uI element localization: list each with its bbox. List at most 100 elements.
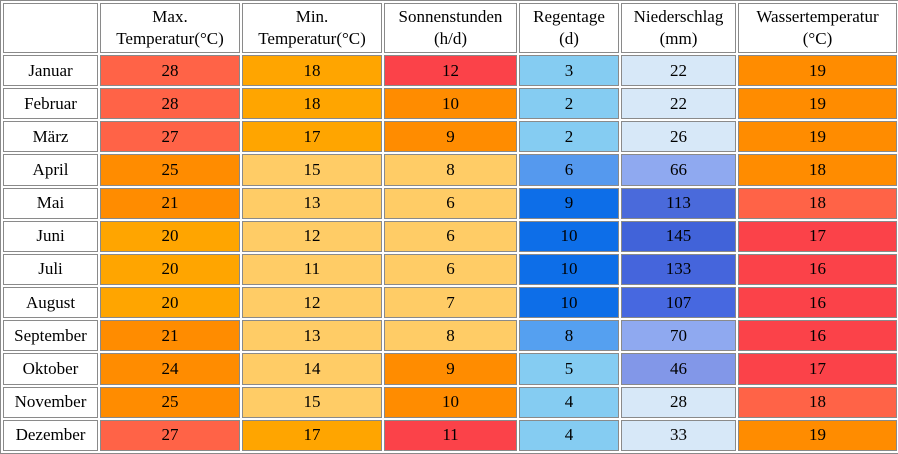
max-temp-cell: 21 [100,187,240,219]
water-temp-cell: 19 [738,88,897,120]
max-temp-cell: 21 [100,320,240,352]
table-row: Januar 28 18 12 3 22 19 [3,55,897,87]
month-cell: Oktober [3,353,98,385]
water-temp-cell: 18 [738,154,897,186]
month-cell: August [3,287,98,319]
precipitation-cell: 46 [621,353,736,385]
water-temp-cell: 17 [738,353,897,385]
min-temp-cell: 15 [242,154,382,186]
table-row: Mai 21 13 6 9 113 18 [3,187,897,219]
min-temp-cell: 13 [242,187,382,219]
column-header: Niederschlag (mm) [621,3,736,53]
column-header: Wassertemperatur (°C) [738,3,897,53]
month-cell: September [3,320,98,352]
column-header-line1: Max. [152,6,188,26]
precipitation-cell: 22 [621,55,736,87]
min-temp-cell: 13 [242,320,382,352]
max-temp-cell: 25 [100,154,240,186]
rain-days-cell: 10 [519,253,619,286]
month-cell: April [3,154,98,186]
column-header-line2: (°C) [802,29,833,48]
column-header-line2: (h/d) [433,29,468,48]
month-cell: März [3,121,98,153]
table-row: Oktober 24 14 9 5 46 17 [3,353,897,385]
water-temp-cell: 19 [738,121,897,153]
water-temp-cell: 19 [738,55,897,87]
min-temp-cell: 17 [242,419,382,451]
column-header-line2: Temperatur(°C) [258,29,366,48]
table-row: Juni 20 12 6 10 145 17 [3,220,897,252]
rain-days-cell: 6 [519,154,619,186]
water-temp-cell: 18 [738,386,897,418]
table-row: September 21 13 8 8 70 16 [3,320,897,352]
sun-hours-cell: 12 [384,55,517,87]
rain-days-cell: 2 [519,88,619,120]
rain-days-cell: 10 [519,220,619,252]
month-cell: Dezember [3,419,98,451]
max-temp-cell: 20 [100,220,240,252]
min-temp-cell: 18 [242,55,382,87]
column-header: Sonnenstunden (h/d) [384,3,517,53]
min-temp-cell: 14 [242,353,382,385]
table-row: März 27 17 9 2 26 19 [3,121,897,153]
sun-hours-cell: 8 [384,320,517,352]
max-temp-cell: 24 [100,353,240,385]
rain-days-cell: 5 [519,353,619,385]
min-temp-cell: 17 [242,121,382,153]
month-cell: Juli [3,253,98,286]
column-header-line2: (mm) [659,29,698,48]
max-temp-cell: 27 [100,419,240,451]
sun-hours-cell: 10 [384,88,517,120]
table-row: August 20 12 7 10 107 16 [3,287,897,319]
max-temp-cell: 25 [100,386,240,418]
water-temp-cell: 16 [738,253,897,286]
sun-hours-cell: 10 [384,386,517,418]
sun-hours-cell: 8 [384,154,517,186]
rain-days-cell: 9 [519,187,619,219]
max-temp-cell: 20 [100,253,240,286]
column-header-line1: Wassertemperatur [756,6,879,26]
rain-days-cell: 10 [519,287,619,319]
precipitation-cell: 133 [621,253,736,286]
rain-days-cell: 2 [519,121,619,153]
sun-hours-cell: 9 [384,121,517,153]
water-temp-cell: 16 [738,287,897,319]
sun-hours-cell: 7 [384,287,517,319]
sun-hours-cell: 9 [384,353,517,385]
precipitation-cell: 26 [621,121,736,153]
min-temp-cell: 11 [242,253,382,286]
max-temp-cell: 28 [100,88,240,120]
column-header-line1: Regentage [533,6,605,26]
month-cell: Februar [3,88,98,120]
precipitation-cell: 113 [621,187,736,219]
table-row: Juli 20 11 6 10 133 16 [3,253,897,286]
water-temp-cell: 16 [738,320,897,352]
column-header: Min. Temperatur(°C) [242,3,382,53]
precipitation-cell: 22 [621,88,736,120]
month-cell: Mai [3,187,98,219]
table-row: November 25 15 10 4 28 18 [3,386,897,418]
sun-hours-cell: 6 [384,253,517,286]
precipitation-cell: 28 [621,386,736,418]
min-temp-cell: 15 [242,386,382,418]
sun-hours-cell: 11 [384,419,517,451]
table-row: Dezember 27 17 11 4 33 19 [3,419,897,451]
rain-days-cell: 4 [519,386,619,418]
precipitation-cell: 66 [621,154,736,186]
column-header-line1: Niederschlag [633,6,724,26]
precipitation-cell: 107 [621,287,736,319]
max-temp-cell: 27 [100,121,240,153]
column-header: Max. Temperatur(°C) [100,3,240,53]
min-temp-cell: 12 [242,220,382,252]
column-header-line2: Temperatur(°C) [116,29,224,48]
month-cell: Januar [3,55,98,87]
min-temp-cell: 12 [242,287,382,319]
sun-hours-cell: 6 [384,187,517,219]
max-temp-cell: 20 [100,287,240,319]
water-temp-cell: 19 [738,419,897,451]
max-temp-cell: 28 [100,55,240,87]
table-row: April 25 15 8 6 66 18 [3,154,897,186]
column-header-line1: Min. [295,6,329,26]
water-temp-cell: 18 [738,187,897,219]
